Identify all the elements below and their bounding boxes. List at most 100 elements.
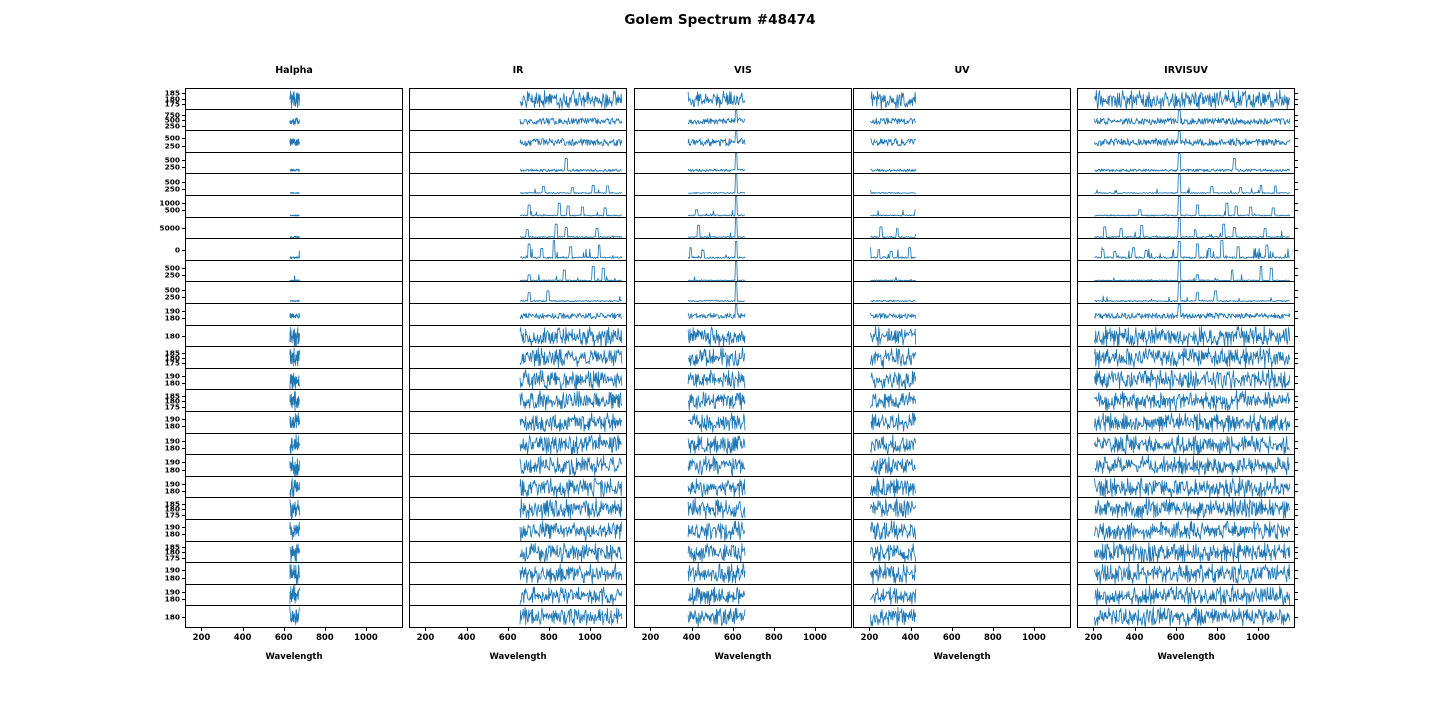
subplot-cell[interactable]	[1077, 196, 1295, 218]
subplot-cell[interactable]	[1077, 217, 1295, 240]
subplot-cell[interactable]	[185, 520, 403, 542]
subplot-cell[interactable]	[853, 584, 1071, 607]
subplot-cell[interactable]	[185, 498, 403, 520]
subplot-cell[interactable]	[634, 455, 852, 477]
subplot-cell[interactable]	[185, 174, 403, 196]
subplot-cell[interactable]	[853, 520, 1071, 542]
subplot-cell[interactable]	[1077, 368, 1295, 391]
subplot-cell[interactable]	[409, 584, 627, 607]
subplot-cell[interactable]	[853, 606, 1071, 628]
subplot-cell[interactable]	[634, 541, 852, 564]
subplot-cell[interactable]	[409, 109, 627, 132]
subplot-cell[interactable]	[1077, 433, 1295, 456]
subplot-cell[interactable]	[1077, 541, 1295, 564]
subplot-cell[interactable]	[634, 368, 852, 391]
subplot-cell[interactable]	[409, 217, 627, 240]
subplot-cell[interactable]	[185, 196, 403, 218]
subplot-cell[interactable]	[409, 368, 627, 391]
subplot-cell[interactable]	[185, 541, 403, 564]
subplot-cell[interactable]	[853, 476, 1071, 499]
subplot-cell[interactable]	[634, 390, 852, 412]
subplot-cell[interactable]	[185, 217, 403, 240]
subplot-cell[interactable]	[1077, 347, 1295, 369]
subplot-cell[interactable]	[853, 152, 1071, 175]
subplot-cell[interactable]	[1077, 260, 1295, 283]
subplot-cell[interactable]	[185, 109, 403, 132]
subplot-cell[interactable]	[853, 88, 1071, 110]
subplot-cell[interactable]	[409, 260, 627, 283]
subplot-cell[interactable]	[409, 282, 627, 304]
subplot-cell[interactable]	[634, 433, 852, 456]
subplot-cell[interactable]	[634, 152, 852, 175]
subplot-cell[interactable]	[853, 174, 1071, 196]
subplot-cell[interactable]	[409, 390, 627, 412]
subplot-cell[interactable]	[853, 131, 1071, 153]
subplot-cell[interactable]	[634, 109, 852, 132]
subplot-cell[interactable]	[409, 196, 627, 218]
subplot-cell[interactable]	[409, 541, 627, 564]
subplot-cell[interactable]	[853, 325, 1071, 348]
subplot-cell[interactable]	[634, 304, 852, 326]
subplot-cell[interactable]	[185, 584, 403, 607]
subplot-cell[interactable]	[185, 347, 403, 369]
subplot-cell[interactable]	[634, 260, 852, 283]
subplot-cell[interactable]	[1077, 584, 1295, 607]
subplot-cell[interactable]	[853, 282, 1071, 304]
subplot-cell[interactable]	[853, 433, 1071, 456]
subplot-cell[interactable]	[185, 88, 403, 110]
subplot-cell[interactable]	[409, 476, 627, 499]
subplot-cell[interactable]	[409, 325, 627, 348]
subplot-cell[interactable]	[634, 174, 852, 196]
subplot-cell[interactable]	[409, 347, 627, 369]
subplot-cell[interactable]	[409, 304, 627, 326]
subplot-cell[interactable]	[409, 88, 627, 110]
subplot-cell[interactable]	[853, 541, 1071, 564]
subplot-cell[interactable]	[1077, 520, 1295, 542]
subplot-cell[interactable]	[409, 412, 627, 434]
subplot-cell[interactable]	[1077, 239, 1295, 261]
subplot-cell[interactable]	[409, 455, 627, 477]
subplot-cell[interactable]	[409, 563, 627, 585]
subplot-cell[interactable]	[1077, 152, 1295, 175]
subplot-cell[interactable]	[634, 325, 852, 348]
subplot-cell[interactable]	[185, 606, 403, 628]
subplot-cell[interactable]	[1077, 304, 1295, 326]
subplot-cell[interactable]	[185, 433, 403, 456]
subplot-cell[interactable]	[853, 347, 1071, 369]
subplot-cell[interactable]	[634, 476, 852, 499]
subplot-cell[interactable]	[853, 196, 1071, 218]
subplot-cell[interactable]	[634, 239, 852, 261]
subplot-cell[interactable]	[634, 584, 852, 607]
subplot-cell[interactable]	[853, 412, 1071, 434]
subplot-cell[interactable]	[185, 325, 403, 348]
subplot-cell[interactable]	[1077, 498, 1295, 520]
subplot-cell[interactable]	[634, 131, 852, 153]
subplot-cell[interactable]	[409, 131, 627, 153]
subplot-cell[interactable]	[1077, 282, 1295, 304]
subplot-cell[interactable]	[853, 563, 1071, 585]
subplot-cell[interactable]	[409, 152, 627, 175]
subplot-cell[interactable]	[853, 498, 1071, 520]
subplot-cell[interactable]	[1077, 390, 1295, 412]
subplot-cell[interactable]	[185, 260, 403, 283]
subplot-cell[interactable]	[634, 606, 852, 628]
subplot-cell[interactable]	[634, 412, 852, 434]
subplot-cell[interactable]	[853, 109, 1071, 132]
subplot-cell[interactable]	[185, 368, 403, 391]
subplot-cell[interactable]	[185, 282, 403, 304]
subplot-cell[interactable]	[853, 368, 1071, 391]
subplot-cell[interactable]	[409, 239, 627, 261]
subplot-cell[interactable]	[1077, 131, 1295, 153]
subplot-cell[interactable]	[185, 131, 403, 153]
subplot-cell[interactable]	[1077, 476, 1295, 499]
subplot-cell[interactable]	[185, 412, 403, 434]
subplot-cell[interactable]	[1077, 109, 1295, 132]
subplot-cell[interactable]	[853, 390, 1071, 412]
subplot-cell[interactable]	[634, 520, 852, 542]
subplot-cell[interactable]	[409, 174, 627, 196]
subplot-cell[interactable]	[634, 498, 852, 520]
subplot-cell[interactable]	[185, 239, 403, 261]
subplot-cell[interactable]	[853, 260, 1071, 283]
subplot-cell[interactable]	[634, 282, 852, 304]
subplot-cell[interactable]	[1077, 455, 1295, 477]
